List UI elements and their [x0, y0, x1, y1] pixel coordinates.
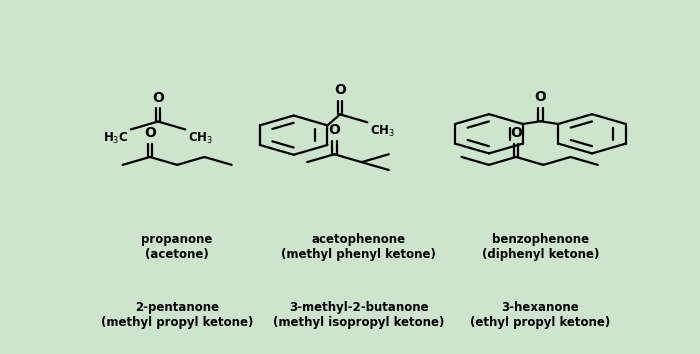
Text: O: O — [334, 84, 346, 97]
Text: 3-hexanone
(ethyl propyl ketone): 3-hexanone (ethyl propyl ketone) — [470, 302, 610, 330]
Text: acetophenone
(methyl phenyl ketone): acetophenone (methyl phenyl ketone) — [281, 233, 436, 261]
Text: CH$_3$: CH$_3$ — [188, 131, 213, 146]
Text: benzophenone
(diphenyl ketone): benzophenone (diphenyl ketone) — [482, 233, 599, 261]
Text: O: O — [144, 126, 156, 140]
Text: H$_3$C: H$_3$C — [103, 131, 128, 146]
Text: O: O — [328, 123, 340, 137]
Text: 3-methyl-2-butanone
(methyl isopropyl ketone): 3-methyl-2-butanone (methyl isopropyl ke… — [273, 302, 444, 330]
Text: O: O — [535, 90, 547, 104]
Text: O: O — [152, 91, 164, 104]
Text: CH$_3$: CH$_3$ — [370, 124, 395, 139]
Text: 2-pentanone
(methyl propyl ketone): 2-pentanone (methyl propyl ketone) — [101, 302, 253, 330]
Text: propanone
(acetone): propanone (acetone) — [141, 233, 213, 261]
Text: O: O — [510, 126, 522, 140]
